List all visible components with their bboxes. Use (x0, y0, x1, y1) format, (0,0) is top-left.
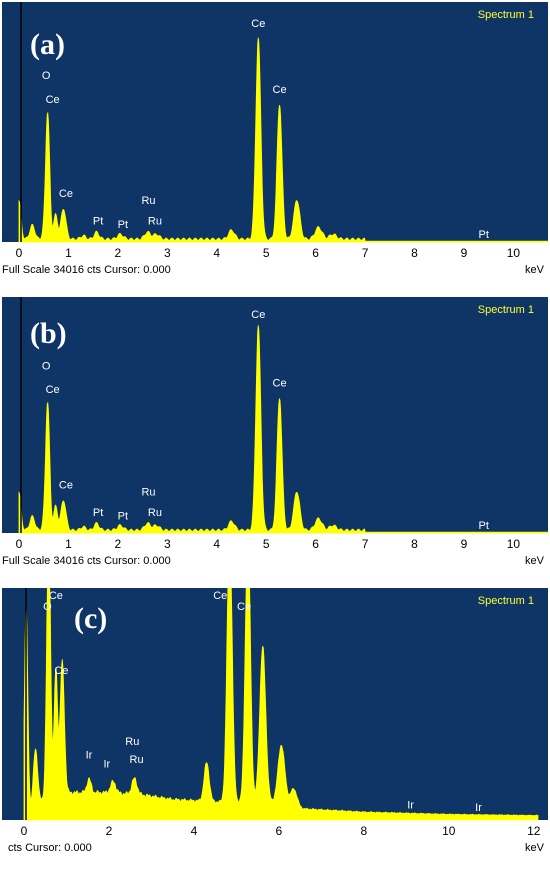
peak-label-b-5: Ru (141, 486, 155, 498)
x-tick-label-c-2: 4 (191, 824, 198, 838)
plot-background-c (2, 588, 548, 820)
plot-background-a (2, 2, 548, 242)
x-unit-label-a: keV (525, 264, 545, 276)
x-tick-label-a-10: 10 (507, 246, 521, 260)
spectrum-panel-c: Spectrum 1 (c) Ce O Ce Ir Ir Ru Ru Ce Ce Ir Ir 0 2 4 6 8 1… (2, 588, 548, 868)
spectrum-trace-a (18, 37, 548, 243)
x-tick-label-b-2: 2 (115, 537, 122, 551)
spectrum-trace-b (18, 325, 548, 534)
panel-label-b: (b) (30, 317, 67, 350)
peak-label-c-5: Ru (125, 736, 139, 748)
peak-label-a-2: Ce (59, 188, 73, 200)
peak-label-a-3: Pt (93, 216, 103, 228)
peak-label-b-8: Ce (273, 377, 287, 389)
peak-label-a-6: Ru (148, 216, 162, 228)
spectrum-panel-b: Spectrum 1 (b) O Ce Ce Pt Pt Ru Ru Ce Ce Pt 0 1 2 3 4 5 6 7… (2, 297, 548, 577)
panel-label-c: (c) (74, 602, 107, 635)
x-tick-label-a-9: 9 (461, 246, 468, 260)
x-tick-label-a-7: 7 (362, 246, 369, 260)
peak-label-c-3: Ir (86, 749, 93, 761)
plot-background-b (2, 297, 548, 533)
peak-label-b-3: Pt (93, 507, 103, 519)
peak-label-a-4: Pt (118, 219, 128, 231)
x-tick-label-b-8: 8 (411, 537, 418, 551)
spectrum-chart-a: Spectrum 1 (a) O Ce Ce Pt Pt Ru Ru Ce Ce Pt 0 1 2 3 4 5 6 7… (2, 2, 548, 276)
x-tick-label-b-0: 0 (16, 537, 23, 551)
x-tick-label-b-5: 5 (263, 537, 270, 551)
peak-label-b-9: Pt (479, 520, 489, 532)
spectrum-name-a: Spectrum 1 (478, 9, 534, 21)
x-tick-label-b-10: 10 (507, 537, 521, 551)
peak-label-a-1: Ce (46, 94, 60, 106)
x-tick-label-a-4: 4 (213, 246, 220, 260)
x-tick-label-a-5: 5 (263, 246, 270, 260)
spectrum-panel-a: Spectrum 1 (a) O Ce Ce Pt Pt Ru Ru Ce Ce Pt 0 1 2 3 4 5 6 7… (2, 2, 548, 285)
peak-label-c-4: Ir (103, 759, 110, 771)
peak-label-b-2: Ce (59, 480, 73, 492)
x-unit-label-b: keV (525, 555, 545, 567)
x-tick-label-a-3: 3 (164, 246, 171, 260)
peak-label-b-4: Pt (118, 510, 128, 522)
x-tick-label-a-2: 2 (115, 246, 122, 260)
x-tick-label-a-0: 0 (16, 246, 23, 260)
x-tick-label-a-1: 1 (65, 246, 72, 260)
peak-label-a-5: Ru (141, 195, 155, 207)
x-tick-label-c-6: 12 (527, 824, 541, 838)
spectrum-name-c: Spectrum 1 (478, 595, 534, 607)
footer-status-b: Full Scale 34016 cts Cursor: 0.000 (2, 555, 171, 567)
panel-label-a: (a) (30, 28, 65, 61)
peak-label-c-9: Ir (407, 800, 414, 812)
peak-label-c-2: Ce (54, 665, 68, 677)
peak-label-c-7: Ce (213, 590, 227, 602)
peak-label-b-0: O (42, 360, 51, 372)
x-tick-label-b-3: 3 (164, 537, 171, 551)
footer-status-c: cts Cursor: 0.000 (8, 842, 92, 854)
x-tick-label-c-3: 6 (276, 824, 283, 838)
peak-label-b-1: Ce (46, 384, 60, 396)
spectrum-chart-b: Spectrum 1 (b) O Ce Ce Pt Pt Ru Ru Ce Ce Pt 0 1 2 3 4 5 6 7… (2, 297, 548, 567)
peak-label-a-9: Pt (479, 229, 489, 241)
peak-label-a-7: Ce (251, 18, 265, 30)
peak-label-b-6: Ru (148, 507, 162, 519)
peak-label-a-0: O (42, 70, 51, 82)
peak-label-c-6: Ru (130, 754, 144, 766)
x-unit-label-c: keV (525, 842, 545, 854)
x-tick-label-b-7: 7 (362, 537, 369, 551)
x-tick-label-c-1: 2 (106, 824, 113, 838)
x-tick-label-b-6: 6 (312, 537, 319, 551)
x-tick-label-b-9: 9 (461, 537, 468, 551)
spectrum-trace-c (23, 588, 539, 821)
peak-label-c-10: Ir (475, 802, 482, 814)
spectrum-name-b: Spectrum 1 (478, 304, 534, 316)
peak-label-a-8: Ce (273, 84, 287, 96)
x-tick-label-b-1: 1 (65, 537, 72, 551)
peak-label-c-1: O (43, 601, 52, 613)
peak-label-c-0: Ce (49, 590, 63, 602)
x-tick-label-a-8: 8 (411, 246, 418, 260)
peak-label-c-8: Ce (237, 601, 251, 613)
x-tick-label-c-4: 8 (360, 824, 367, 838)
peak-label-b-7: Ce (251, 309, 265, 321)
x-tick-label-a-6: 6 (312, 246, 319, 260)
x-tick-label-c-0: 0 (21, 824, 28, 838)
x-tick-label-b-4: 4 (213, 537, 220, 551)
footer-status-a: Full Scale 34016 cts Cursor: 0.000 (2, 264, 171, 276)
x-tick-label-c-5: 10 (442, 824, 456, 838)
